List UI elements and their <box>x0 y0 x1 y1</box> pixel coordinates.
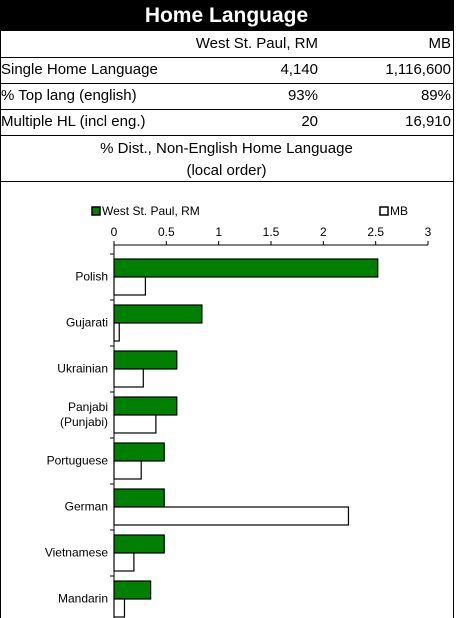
column-header: MB <box>428 35 452 52</box>
header-row: West St. Paul, RM MB <box>0 31 453 58</box>
bar <box>113 580 152 600</box>
bar <box>113 534 165 554</box>
chart-heading: % Dist., Non-English Home Language (loca… <box>0 136 453 182</box>
table-title: Home Language <box>0 0 453 31</box>
bar <box>113 460 142 480</box>
y-tick-label: Vietnamese <box>44 545 108 560</box>
row-label: Multiple HL (incl eng.) <box>1 113 146 130</box>
y-tick-label: Gujarati <box>65 315 108 330</box>
x-tick-label: 1 <box>215 225 222 239</box>
y-tick-label: Mandarin <box>57 591 108 606</box>
legend-label: MB <box>390 204 408 218</box>
bar <box>113 598 126 618</box>
y-tick-label: Panjabi (Punjabi) <box>59 400 108 429</box>
y-tick-label: Ukrainian <box>57 361 108 376</box>
row-label: Single Home Language <box>1 61 158 78</box>
chart-title: % Dist., Non-English Home Language <box>100 140 353 157</box>
bar <box>113 368 144 388</box>
x-tick-label: 2.5 <box>367 225 384 239</box>
x-tick-label: 2 <box>320 225 327 239</box>
column-header: West St. Paul, RM <box>195 35 318 52</box>
x-tick-label: 1.5 <box>263 225 280 239</box>
chart-subtitle: (local order) <box>186 162 267 179</box>
bar <box>113 304 203 324</box>
x-tick-label: 3 <box>425 225 432 239</box>
y-tick-label: Polish <box>75 269 108 284</box>
x-tick-label: 0 <box>111 225 118 239</box>
table-row: Multiple HL (incl eng.) 20 16,910 <box>0 109 453 136</box>
frame-left <box>0 0 1 618</box>
bar <box>113 396 178 416</box>
table-row: Single Home Language 4,140 1,116,600 <box>0 57 453 84</box>
row-label: % Top lang (english) <box>1 87 137 104</box>
bar <box>113 322 120 342</box>
table-value: 4,140 <box>280 61 318 78</box>
table-value: 89% <box>420 87 451 104</box>
bar <box>113 276 146 296</box>
table-value: 93% <box>287 87 318 104</box>
bar <box>113 350 178 370</box>
table-value: 20 <box>301 113 318 130</box>
table-value: 16,910 <box>405 113 451 130</box>
bar <box>113 442 165 462</box>
frame-right <box>453 0 454 618</box>
bar <box>113 258 379 278</box>
x-tick-label: 0.5 <box>158 225 175 239</box>
legend-swatch <box>379 206 389 216</box>
table-row: % Top lang (english) 93% 89% <box>0 83 453 110</box>
bar <box>113 552 135 572</box>
bar <box>113 414 157 434</box>
bar <box>113 488 165 508</box>
table-value: 1,116,600 <box>385 61 451 78</box>
bar <box>113 506 350 526</box>
y-tick-label: Portuguese <box>46 453 108 468</box>
legend-label: West St. Paul, RM <box>102 204 200 218</box>
y-tick-label: German <box>64 499 108 514</box>
legend-swatch <box>91 206 101 216</box>
